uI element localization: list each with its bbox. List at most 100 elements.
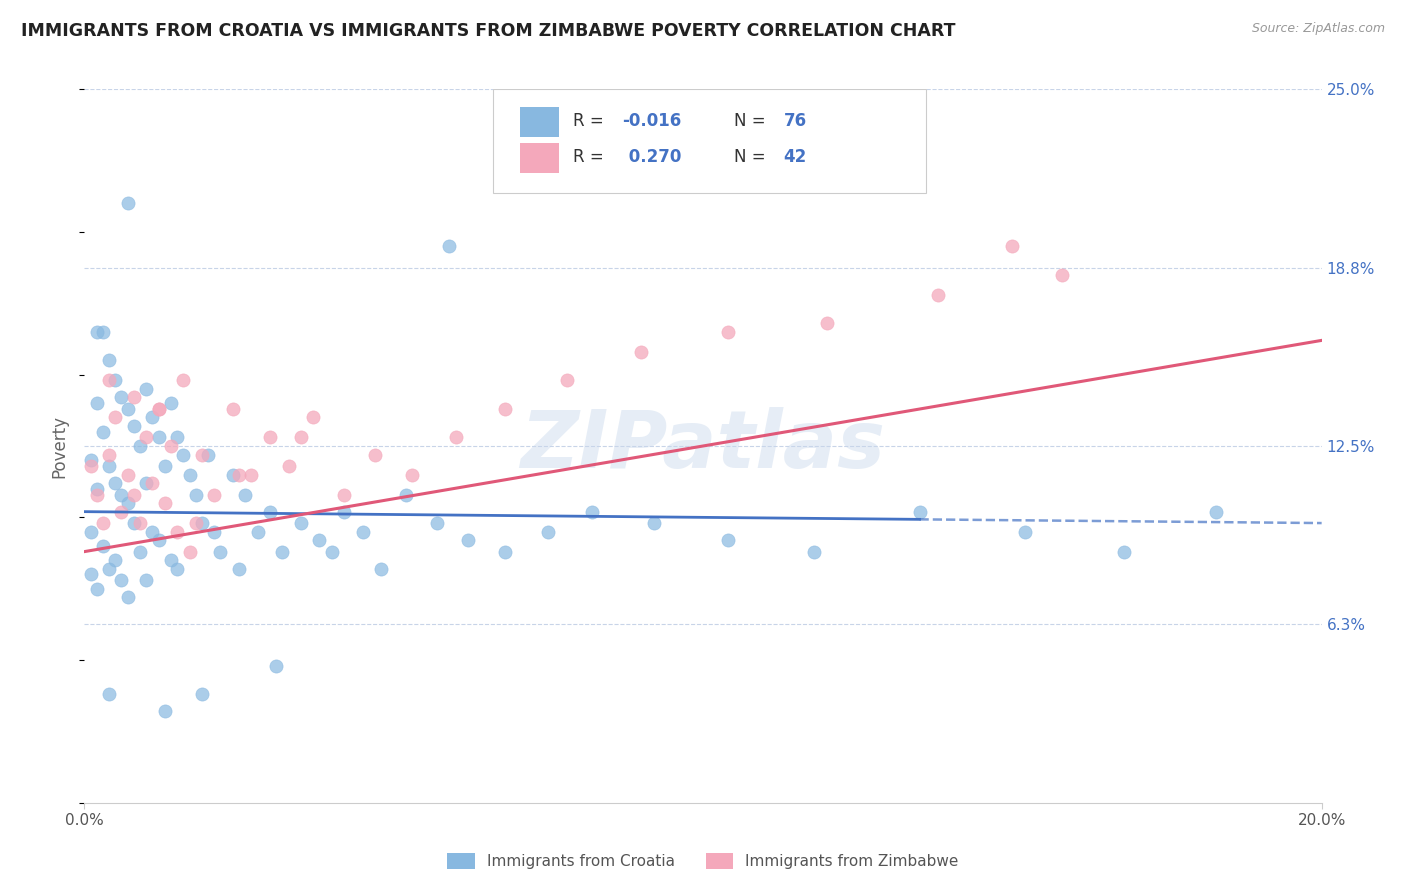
- Point: [191, 448, 214, 462]
- FancyBboxPatch shape: [492, 89, 925, 193]
- Point: [815, 316, 838, 330]
- Point: [117, 196, 139, 211]
- Point: [302, 410, 325, 425]
- Point: [148, 401, 170, 416]
- Point: [135, 430, 157, 444]
- Point: [117, 591, 139, 605]
- Point: [153, 458, 176, 473]
- Point: [364, 448, 387, 462]
- Point: [110, 487, 132, 501]
- Point: [259, 430, 281, 444]
- Point: [79, 567, 101, 582]
- Point: [333, 505, 356, 519]
- Point: [91, 425, 114, 439]
- Point: [122, 419, 145, 434]
- Point: [803, 544, 825, 558]
- Bar: [520, 143, 560, 173]
- Point: [104, 553, 127, 567]
- Point: [135, 382, 157, 396]
- Point: [98, 373, 121, 387]
- Point: [148, 533, 170, 548]
- Point: [117, 401, 139, 416]
- Point: [135, 573, 157, 587]
- Point: [222, 401, 245, 416]
- Point: [209, 544, 232, 558]
- Point: [290, 516, 312, 530]
- Point: [160, 553, 183, 567]
- Point: [135, 476, 157, 491]
- Point: [191, 687, 214, 701]
- Point: [141, 524, 163, 539]
- Text: ZIPatlas: ZIPatlas: [520, 407, 886, 485]
- Point: [141, 476, 163, 491]
- Point: [91, 539, 114, 553]
- Point: [98, 562, 121, 576]
- Point: [395, 487, 418, 501]
- Point: [277, 458, 299, 473]
- Point: [110, 391, 132, 405]
- Point: [86, 325, 108, 339]
- Point: [240, 467, 263, 482]
- Point: [426, 516, 449, 530]
- Point: [79, 453, 101, 467]
- Point: [110, 573, 132, 587]
- Point: [352, 524, 374, 539]
- Point: [122, 487, 145, 501]
- Point: [166, 524, 188, 539]
- Text: 42: 42: [783, 148, 807, 166]
- Point: [153, 496, 176, 510]
- Point: [370, 562, 392, 576]
- Point: [129, 544, 152, 558]
- Point: [581, 505, 603, 519]
- Point: [104, 373, 127, 387]
- Point: [98, 448, 121, 462]
- Point: [79, 524, 101, 539]
- Point: [91, 325, 114, 339]
- Point: [537, 524, 560, 539]
- Point: [117, 496, 139, 510]
- Point: [160, 439, 183, 453]
- Point: [86, 582, 108, 596]
- Point: [122, 391, 145, 405]
- Point: [86, 482, 108, 496]
- Point: [166, 430, 188, 444]
- Point: [104, 476, 127, 491]
- Text: N =: N =: [734, 112, 765, 130]
- Point: [259, 505, 281, 519]
- Point: [494, 401, 516, 416]
- Bar: [520, 107, 560, 137]
- Point: [321, 544, 343, 558]
- Text: Source: ZipAtlas.com: Source: ZipAtlas.com: [1251, 22, 1385, 36]
- Text: R =: R =: [574, 148, 603, 166]
- Point: [222, 467, 245, 482]
- Text: N =: N =: [734, 148, 765, 166]
- Point: [98, 353, 121, 368]
- Point: [290, 430, 312, 444]
- Point: [308, 533, 330, 548]
- Point: [98, 458, 121, 473]
- Point: [717, 325, 740, 339]
- Point: [141, 410, 163, 425]
- Point: [160, 396, 183, 410]
- Point: [117, 467, 139, 482]
- Point: [228, 467, 250, 482]
- Point: [184, 516, 207, 530]
- Point: [172, 448, 194, 462]
- Y-axis label: Poverty: Poverty: [51, 415, 69, 477]
- Point: [129, 516, 152, 530]
- Point: [179, 467, 201, 482]
- Point: [264, 658, 287, 673]
- Point: [202, 487, 225, 501]
- Point: [197, 448, 219, 462]
- Point: [184, 487, 207, 501]
- Point: [148, 430, 170, 444]
- Text: -0.016: -0.016: [623, 112, 682, 130]
- Point: [444, 430, 467, 444]
- Point: [129, 439, 152, 453]
- Point: [1050, 268, 1073, 282]
- Point: [166, 562, 188, 576]
- Point: [494, 544, 516, 558]
- Point: [1112, 544, 1135, 558]
- Point: [153, 705, 176, 719]
- Point: [457, 533, 479, 548]
